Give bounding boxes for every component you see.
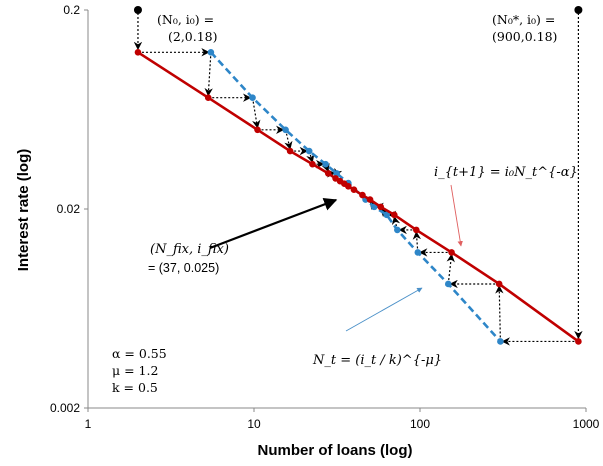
fix-point-label-line2: = (37, 0.025) <box>148 261 219 275</box>
step-v-left-2 <box>284 129 293 150</box>
axis-ticks <box>84 9 587 412</box>
supply-point <box>286 147 294 155</box>
start-label-left-line1: (N₀, i₀) = <box>157 12 214 27</box>
supply-equation: i_{t+1} = i₀N_t^{-α} <box>434 165 578 180</box>
step-v-left-1 <box>251 97 261 129</box>
demand-point <box>333 170 341 177</box>
start-points <box>133 6 583 14</box>
demand-point <box>497 338 504 345</box>
start-label-left-line2: (2,0.18) <box>168 29 218 44</box>
supply-point <box>324 170 332 177</box>
supply-point <box>448 249 455 256</box>
fix-point-pointer <box>209 198 338 250</box>
y-axis-label: Interest rate (log) <box>15 149 32 272</box>
param-k: k = 0.5 <box>112 380 158 395</box>
step-v-left-0 <box>204 52 213 97</box>
start-point-1 <box>574 6 583 14</box>
demand-equation: N_t = (i_t / k)^{-μ} <box>312 353 442 368</box>
step-v-right-1 <box>446 253 455 285</box>
supply-point <box>575 338 582 345</box>
step-v-right-2 <box>412 231 422 253</box>
supply-point <box>345 183 352 190</box>
step-v-right-0 <box>495 285 504 342</box>
supply-point <box>495 280 503 288</box>
start-point-0 <box>133 6 142 14</box>
start-label-right-line1: (N₀*, i₀) = <box>492 12 555 27</box>
demand-point <box>322 160 329 168</box>
demand-point <box>282 126 289 134</box>
supply-point <box>413 226 420 234</box>
demand-pointer <box>345 287 423 332</box>
supply-line <box>137 51 580 343</box>
supply-point <box>390 211 398 219</box>
demand-series <box>207 48 504 345</box>
start-label-right-line2: (900,0.18) <box>492 29 557 44</box>
demand-point <box>370 203 378 211</box>
y-tick-0.02: 0.02 <box>57 202 81 216</box>
demand-point <box>414 249 422 256</box>
param-mu: μ = 1.2 <box>112 363 158 378</box>
x-tick-10: 10 <box>247 417 261 431</box>
fix-point-label-line1: (N_fix, i_fix) <box>150 242 229 257</box>
demand-point <box>444 280 452 288</box>
supply-point <box>204 94 212 101</box>
demand-point <box>207 48 215 56</box>
supply-point <box>377 203 385 211</box>
demand-point <box>305 147 313 155</box>
supply-point <box>350 186 358 194</box>
x-tick-1000: 1000 <box>573 417 600 431</box>
supply-pointer <box>450 184 463 247</box>
supply-series <box>134 48 582 345</box>
y-tick-0.002: 0.002 <box>50 401 80 415</box>
x-tick-100: 100 <box>410 417 430 431</box>
demand-point <box>383 211 390 219</box>
param-alpha: α = 0.55 <box>112 346 167 361</box>
supply-point <box>254 126 261 134</box>
demand-point <box>394 226 401 234</box>
supply-point <box>366 196 374 203</box>
x-axis-label: Number of loans (log) <box>258 442 413 459</box>
demand-point <box>249 94 256 101</box>
x-tick-1: 1 <box>85 417 92 431</box>
supply-point <box>134 48 142 56</box>
supply-point <box>359 191 366 199</box>
supply-point <box>309 160 316 168</box>
y-tick-0.2: 0.2 <box>63 3 80 17</box>
